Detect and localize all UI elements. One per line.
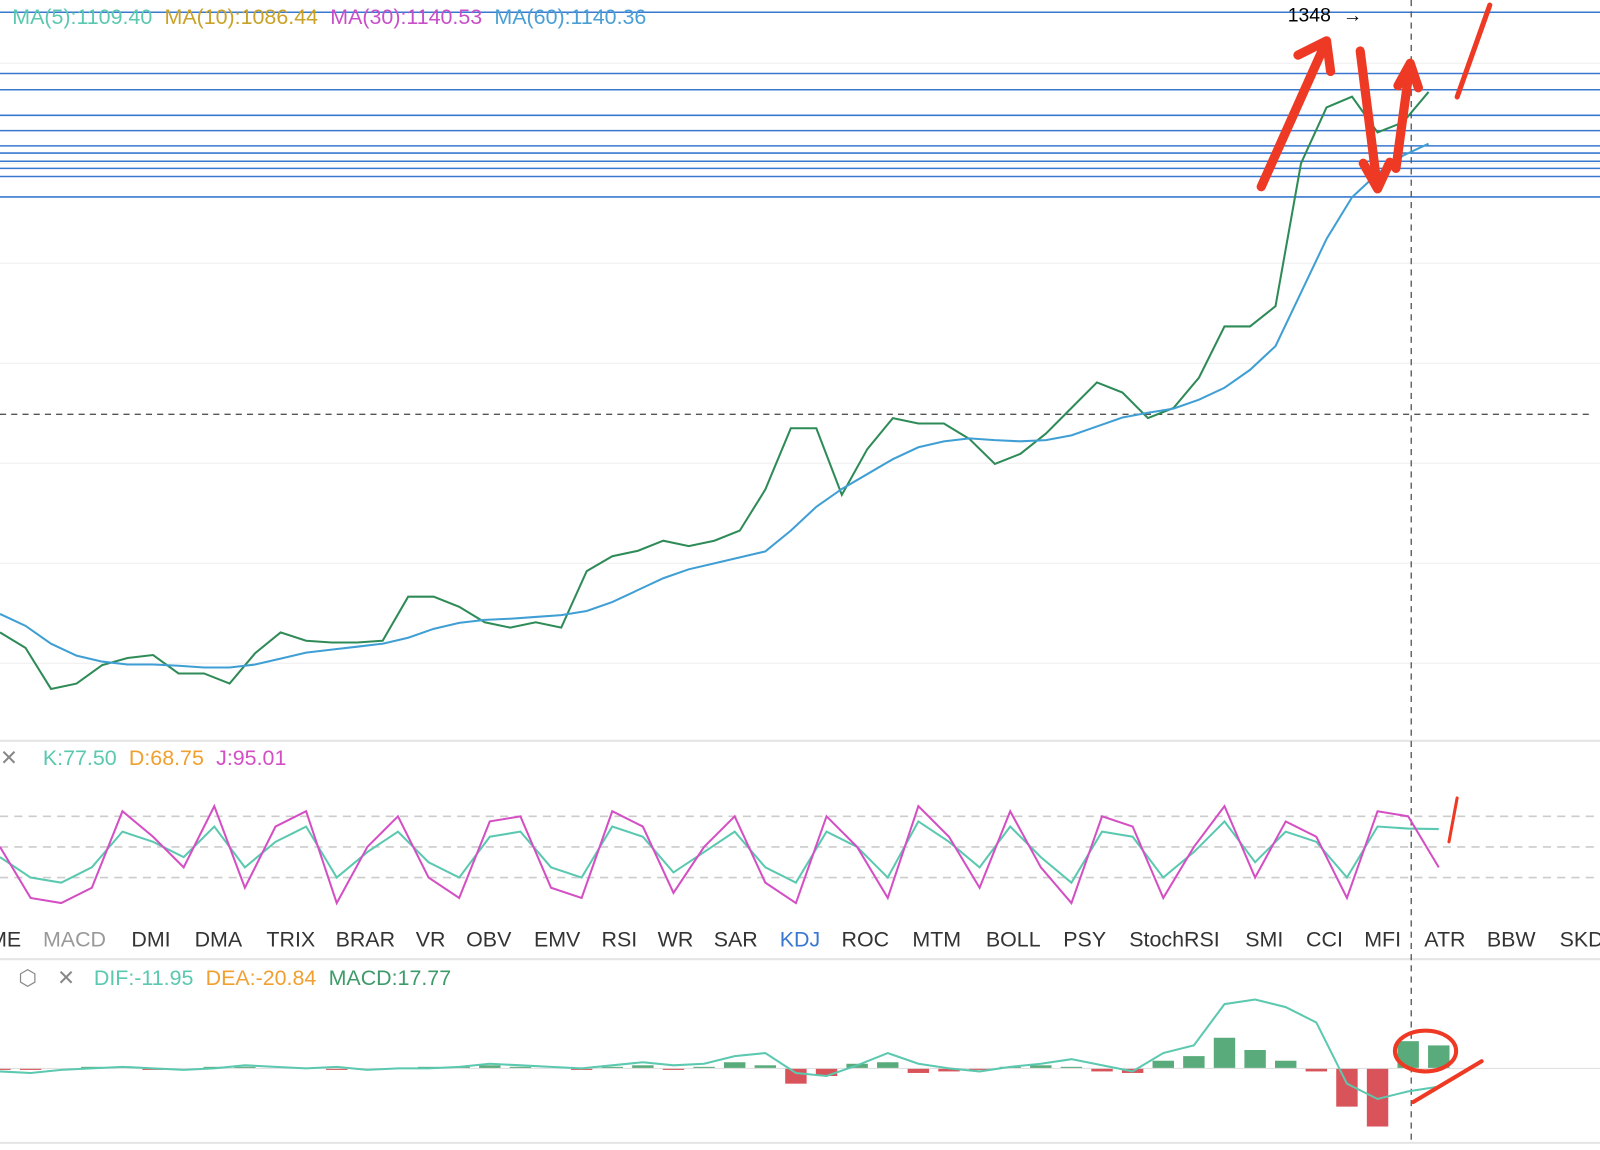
histogram-bar bbox=[479, 1065, 501, 1069]
grid bbox=[0, 62, 1600, 664]
histogram-bar bbox=[1305, 1068, 1328, 1072]
indicator-tab[interactable]: RSI bbox=[602, 927, 638, 951]
histogram-bar bbox=[1428, 1045, 1450, 1069]
indicator-tab[interactable]: SAR bbox=[714, 927, 758, 951]
histogram-bar bbox=[1275, 1060, 1297, 1069]
histogram-bar bbox=[234, 1066, 256, 1069]
indicator-tab[interactable]: BOLL bbox=[986, 927, 1041, 951]
series-line bbox=[0, 819, 1439, 885]
histogram-bar bbox=[326, 1068, 348, 1070]
series-line bbox=[0, 91, 1430, 691]
histogram-bar bbox=[1366, 1068, 1389, 1127]
indicator-tab[interactable]: CCI bbox=[1306, 927, 1343, 951]
indicator-tab[interactable]: PSY bbox=[1063, 927, 1106, 951]
indicator-tab[interactable]: WR bbox=[658, 927, 694, 951]
indicator-tab[interactable]: OBV bbox=[466, 927, 512, 951]
price-marker: 1348 bbox=[1288, 4, 1331, 26]
histogram-bar bbox=[815, 1068, 838, 1077]
indicator-tab[interactable]: StochRSI bbox=[1129, 927, 1219, 951]
legend-item: MA(10):1086.44 bbox=[165, 5, 319, 29]
histogram-bar bbox=[662, 1068, 685, 1070]
histogram-bar bbox=[1091, 1068, 1113, 1072]
histogram-bar bbox=[19, 1068, 42, 1070]
indicator-tab[interactable]: MTM bbox=[912, 927, 961, 951]
histogram-bar bbox=[0, 1068, 11, 1070]
legend-item: DEA:-20.84 bbox=[206, 966, 317, 990]
legend-item: K:77.50 bbox=[43, 746, 117, 770]
histogram-bar bbox=[877, 1062, 899, 1069]
annotations: 1348 → ✕ ⬡ ✕ bbox=[0, 2, 1493, 1105]
indicator-tab[interactable]: BRAR bbox=[336, 927, 395, 951]
indicator-tab[interactable]: ME bbox=[0, 927, 21, 951]
indicator-tab[interactable]: SKD bbox=[1560, 927, 1600, 951]
indicator-tab[interactable]: DMA bbox=[195, 927, 243, 951]
legend-item: MA(60):1140.36 bbox=[494, 5, 646, 29]
close-icon[interactable]: ✕ bbox=[57, 966, 75, 990]
indicator-tab[interactable]: MFI bbox=[1364, 927, 1401, 951]
legend-item: D:68.75 bbox=[129, 746, 204, 770]
indicator-tab[interactable]: DMI bbox=[131, 927, 170, 951]
indicator-tab[interactable]: TRIX bbox=[266, 927, 315, 951]
indicator-tab[interactable]: VR bbox=[416, 927, 446, 951]
histogram-bar bbox=[968, 1068, 991, 1070]
plots bbox=[0, 91, 1600, 1127]
histogram-bar bbox=[754, 1065, 777, 1069]
indicator-tab[interactable]: KDJ bbox=[780, 927, 820, 951]
indicator-tab[interactable]: ROC bbox=[842, 927, 890, 951]
legend-item: MACD:17.77 bbox=[329, 966, 452, 990]
histogram-bar bbox=[693, 1066, 715, 1069]
series-line bbox=[0, 142, 1430, 669]
marker-arrow: → bbox=[1343, 4, 1362, 26]
histogram-bar bbox=[632, 1065, 654, 1069]
series-line bbox=[0, 803, 1440, 906]
indicator-tab[interactable]: SMI bbox=[1245, 927, 1283, 951]
legend-item: MA(5):1109.40 bbox=[12, 5, 152, 29]
labels: MA(5):1109.40 MA(10):1086.44 MA(30):1140.5… bbox=[0, 5, 1600, 990]
close-icon[interactable]: ✕ bbox=[0, 746, 18, 770]
legend-item: MA(30):1140.53 bbox=[330, 5, 482, 29]
drawn-levels bbox=[0, 11, 1600, 198]
histogram-bar bbox=[1152, 1060, 1174, 1069]
histogram-bar bbox=[601, 1066, 623, 1069]
legend-item: J:95.01 bbox=[216, 746, 286, 770]
settings-icon[interactable]: ⬡ bbox=[18, 966, 37, 990]
histogram-bar bbox=[1183, 1056, 1205, 1069]
histogram-bar bbox=[1336, 1068, 1358, 1107]
histogram-bar bbox=[1030, 1065, 1052, 1069]
indicator-tab[interactable]: MACD bbox=[43, 927, 106, 951]
series-line bbox=[0, 998, 1439, 1101]
histogram-bar bbox=[907, 1068, 930, 1073]
histogram-bar bbox=[938, 1068, 960, 1072]
legend-item: DIF:-11.95 bbox=[94, 966, 194, 990]
indicator-tab[interactable]: BBW bbox=[1487, 927, 1537, 951]
histogram-bar bbox=[1060, 1066, 1083, 1069]
histogram-bar bbox=[785, 1068, 807, 1084]
histogram-bar bbox=[1244, 1050, 1266, 1069]
histogram-bar bbox=[723, 1062, 746, 1069]
histogram-bar bbox=[1213, 1037, 1236, 1069]
indicator-tab[interactable]: EMV bbox=[534, 927, 581, 951]
indicator-tab[interactable]: ATR bbox=[1424, 927, 1465, 951]
histogram-bar bbox=[1397, 1041, 1419, 1069]
histogram-bar bbox=[509, 1066, 532, 1069]
